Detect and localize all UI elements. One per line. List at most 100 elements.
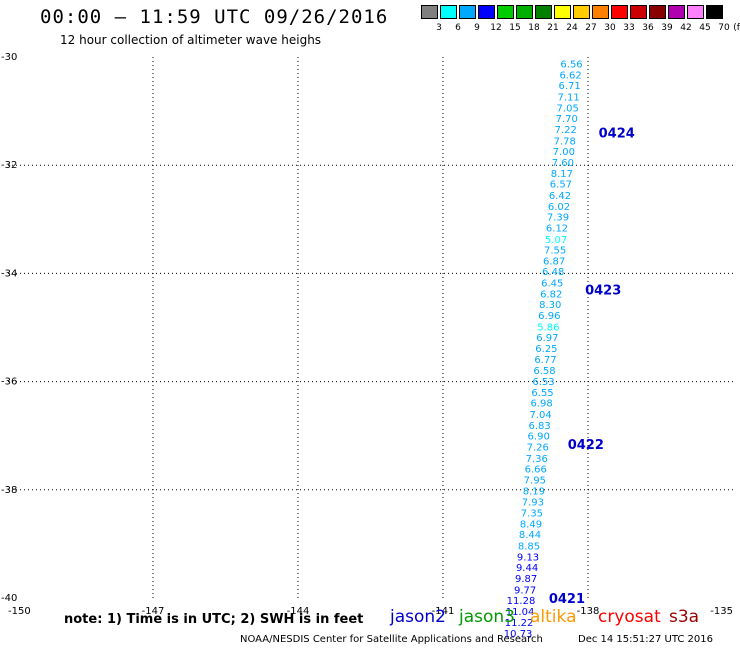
scale-swatch-0 [421, 5, 438, 19]
footer-credit: NOAA/NESDIS Center for Satellite Applica… [240, 634, 543, 645]
scale-swatch-11 [630, 5, 647, 19]
swh-value-label: 6.25 [535, 344, 557, 355]
scale-label-5: 18 [528, 23, 540, 33]
swh-value-label: 6.55 [531, 388, 553, 399]
swh-value-label: 6.87 [543, 256, 565, 267]
swh-value-label: 7.04 [529, 410, 551, 421]
swh-value-label: 8.44 [519, 530, 541, 541]
swh-value-label: 5.07 [545, 235, 567, 246]
scale-swatch-9 [592, 5, 609, 19]
swh-value-label: 11.04 [506, 607, 535, 618]
swh-value-label: 6.98 [530, 399, 552, 410]
scale-unit: (ft) [733, 23, 740, 33]
satellite-altika: altika [530, 607, 577, 627]
swh-value-label: 7.11 [558, 92, 580, 103]
scale-label-1: 6 [455, 23, 461, 33]
scale-swatch-3 [478, 5, 495, 19]
swh-value-label: 7.22 [555, 125, 577, 136]
y-tick-label: -32 [1, 160, 17, 171]
page-title: 00:00 – 11:59 UTC 09/26/2016 [40, 6, 389, 28]
scale-label-0: 3 [436, 23, 442, 33]
swh-value-label: 7.95 [524, 476, 546, 487]
swh-value-label: 8.85 [518, 542, 540, 553]
swh-value-label: 7.36 [526, 454, 548, 465]
scale-swatch-1 [440, 5, 457, 19]
time-label: 0424 [599, 127, 635, 142]
swh-value-label: 10.73 [504, 629, 533, 640]
scale-swatch-8 [573, 5, 590, 19]
scale-swatch-6 [535, 5, 552, 19]
x-tick-label: -135 [710, 606, 733, 617]
scale-swatch-13 [668, 5, 685, 19]
scale-swatch-5 [516, 5, 533, 19]
swh-value-label: 7.00 [553, 147, 575, 158]
y-tick-label: -40 [1, 593, 17, 604]
swh-value-label: 9.13 [517, 552, 539, 563]
swh-value-label: 8.30 [539, 300, 561, 311]
scale-swatch-15 [706, 5, 723, 19]
swh-value-label: 6.90 [528, 432, 550, 443]
scale-label-7: 24 [566, 23, 578, 33]
swh-value-label: 7.05 [557, 103, 579, 114]
swh-value-label: 9.87 [515, 574, 537, 585]
y-tick-label: -30 [1, 52, 17, 63]
y-tick-label: -34 [1, 268, 17, 279]
scale-label-8: 27 [585, 23, 597, 33]
swh-value-label: 6.97 [536, 333, 558, 344]
satellite-jason2: jason2 [390, 607, 446, 627]
scale-label-3: 12 [490, 23, 502, 33]
swh-value-label: 7.78 [554, 136, 576, 147]
scale-swatch-10 [611, 5, 628, 19]
scale-swatch-14 [687, 5, 704, 19]
swh-value-label: 6.02 [548, 202, 570, 213]
swh-value-label: 8.19 [523, 486, 545, 497]
scale-label-15: 70 [718, 23, 730, 33]
swh-value-label: 7.93 [522, 498, 544, 509]
swh-value-label: 6.96 [538, 311, 560, 322]
x-tick-label: -144 [287, 606, 310, 617]
swh-value-label: 6.45 [541, 279, 563, 290]
swh-value-label: 6.48 [542, 267, 564, 278]
time-label: 0422 [568, 438, 604, 453]
swh-value-label: 7.35 [521, 509, 543, 520]
swh-value-label: 6.58 [533, 366, 555, 377]
swh-value-label: 9.77 [514, 585, 536, 596]
swh-value-label: 11.22 [505, 618, 534, 629]
x-tick-label: -138 [577, 606, 600, 617]
swh-value-label: 6.82 [540, 289, 562, 300]
scale-label-2: 9 [474, 23, 480, 33]
scale-swatch-4 [497, 5, 514, 19]
swh-value-label: 5.86 [537, 322, 559, 333]
footer-date: Dec 14 15:51:27 UTC 2016 [578, 634, 713, 645]
swh-value-label: 7.39 [547, 213, 569, 224]
satellite-s3a: s3a [669, 607, 700, 627]
time-label: 0421 [549, 592, 585, 607]
scale-label-9: 30 [604, 23, 616, 33]
scale-label-4: 15 [509, 23, 521, 33]
x-tick-label: -141 [432, 606, 455, 617]
y-tick-label: -36 [1, 377, 17, 388]
scale-label-11: 36 [642, 23, 654, 33]
swh-value-label: 6.77 [534, 355, 556, 366]
swh-value-label: 11.28 [507, 596, 536, 607]
x-tick-label: -147 [142, 606, 165, 617]
swh-value-label: 8.17 [551, 169, 573, 180]
scale-label-14: 45 [699, 23, 711, 33]
swh-value-label: 8.49 [520, 519, 542, 530]
swh-value-label: 6.62 [559, 70, 581, 81]
scale-label-6: 21 [547, 23, 559, 33]
satellite-jason3: jason3 [459, 607, 515, 627]
scale-label-10: 33 [623, 23, 635, 33]
swh-value-label: 7.70 [556, 114, 578, 125]
scale-label-12: 39 [661, 23, 673, 33]
swh-value-label: 6.42 [549, 191, 571, 202]
swh-value-label: 7.60 [552, 158, 574, 169]
swh-value-label: 6.71 [558, 81, 580, 92]
swh-value-label: 6.53 [532, 377, 554, 388]
note-text: note: 1) Time is in UTC; 2) SWH is in fe… [64, 612, 364, 627]
satellite-cryosat: cryosat [598, 607, 661, 627]
scale-swatch-12 [649, 5, 666, 19]
y-tick-label: -38 [1, 485, 17, 496]
